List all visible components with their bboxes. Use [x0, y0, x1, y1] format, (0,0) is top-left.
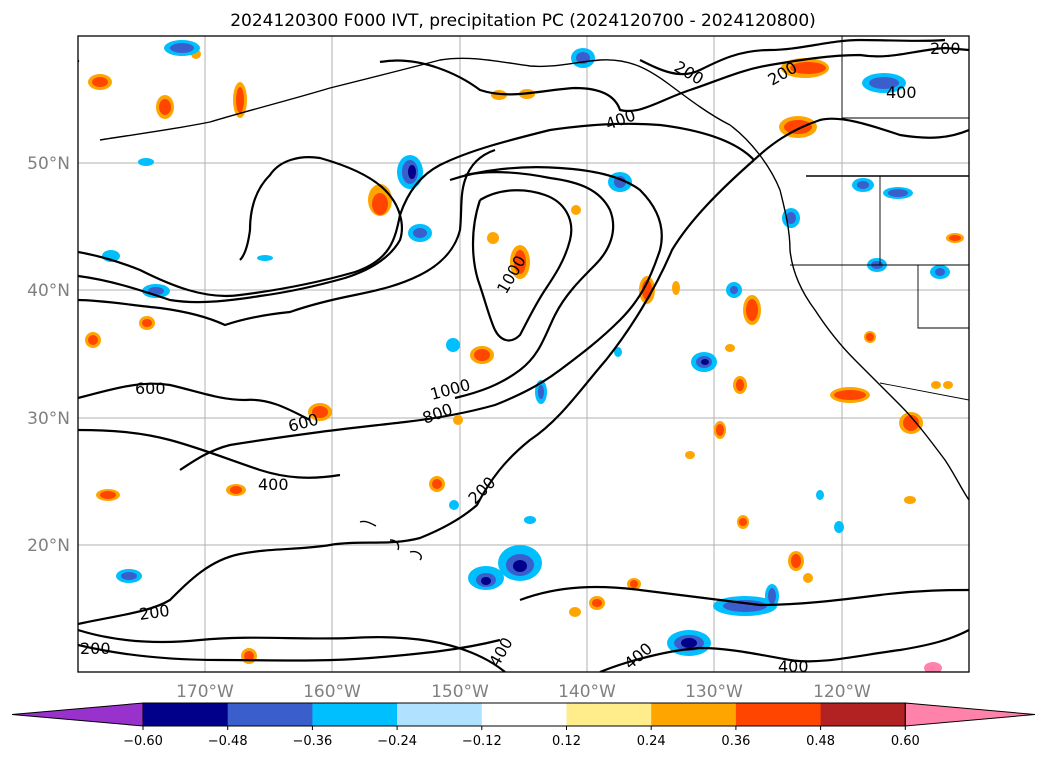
ivt-800-contour — [179, 166, 663, 471]
north-america-coast — [779, 189, 969, 501]
colorbar-segment — [312, 703, 398, 726]
ivt-200-contour-south — [78, 628, 506, 672]
map-frame — [77, 35, 970, 673]
colorbar-segment — [397, 703, 483, 726]
alaska-coast — [99, 57, 781, 191]
longitude-labels: 170°W 160°W 150°W 140°W 130°W 120°W — [176, 682, 871, 702]
ivt-200-contour-ne — [639, 38, 946, 76]
ivt-200-contour-se — [519, 585, 969, 607]
graticule — [78, 36, 969, 672]
colorbar-segment — [481, 703, 567, 726]
colorbar-segment — [566, 703, 652, 726]
ivt-200-contour-west — [78, 382, 311, 421]
hawaii-islands — [359, 520, 422, 561]
colorbar-frame — [142, 702, 906, 727]
contour-label: 200 — [80, 639, 111, 658]
ivt-200-contour-east — [78, 159, 755, 626]
colorbar-tick-label: −0.12 — [462, 734, 502, 749]
lon-label-160w: 160°W — [303, 682, 361, 702]
lat-label-20n: 20°N — [27, 536, 70, 556]
colorbar-tick-label: 0.12 — [552, 734, 581, 749]
lon-label-140w: 140°W — [558, 682, 616, 702]
contour-label: 200 — [138, 601, 171, 624]
ivt-1000-contour-core — [471, 189, 573, 342]
ivt-600-contour — [78, 156, 403, 304]
latitude-labels: 50°N 40°N 30°N 20°N — [27, 154, 70, 556]
precip-anomaly-fill — [85, 40, 964, 672]
lon-label-170w: 170°W — [176, 682, 234, 702]
ivt-400-contour-west — [78, 428, 341, 479]
colorbar-extend-max — [904, 702, 1036, 727]
colorbar-segment — [651, 703, 737, 726]
map-panel: 200 200 400 600 600 400 200 800 1000 100… — [77, 35, 970, 676]
map-title: 2024120300 F000 IVT, precipitation PC (2… — [230, 11, 816, 31]
ivt-600-contour-inner — [78, 148, 496, 327]
lon-label-150w: 150°W — [431, 682, 489, 702]
colorbar-tick-label: −0.36 — [292, 734, 332, 749]
ivt-400-contour-se — [599, 629, 969, 672]
colorbar-segment — [735, 703, 822, 726]
contour-label: 400 — [258, 475, 289, 494]
contour-label: 400 — [778, 657, 809, 676]
lat-label-50n: 50°N — [27, 154, 70, 174]
colorbar-tick-label: −0.48 — [208, 734, 248, 749]
colorbar-tick-label: 0.48 — [806, 734, 835, 749]
colorbar-segment — [143, 703, 229, 726]
colorbar-tick-label: 0.60 — [891, 734, 920, 749]
lat-label-40n: 40°N — [27, 281, 70, 301]
ivt-400-contour-north — [78, 46, 969, 113]
ivt-contours — [78, 38, 969, 672]
contour-label: 400 — [886, 83, 917, 102]
contour-label: 200 — [930, 39, 961, 58]
colorbar-tick-label: −0.60 — [123, 734, 163, 749]
state-boundaries — [790, 176, 969, 401]
lat-label-30n: 30°N — [27, 409, 70, 429]
ivt-1000-contour — [454, 171, 615, 400]
contour-label: 600 — [135, 379, 166, 398]
canada-inland-border — [841, 36, 969, 119]
colorbar-tick-label: 0.24 — [637, 734, 666, 749]
lon-label-130w: 130°W — [685, 682, 743, 702]
coastlines — [99, 36, 969, 561]
colorbar-segment — [820, 703, 906, 726]
colorbar-tick-label: 0.36 — [721, 734, 750, 749]
colorbar-extend-min — [11, 702, 144, 727]
colorbar-tick-label: −0.24 — [377, 734, 417, 749]
colorbar: −0.60 −0.48 −0.36 −0.24 −0.12 0.12 0.24 0.36 0.4… — [11, 702, 1036, 749]
lon-label-120w: 120°W — [813, 682, 871, 702]
colorbar-segment — [227, 703, 313, 726]
ivt-400-contour-south — [78, 638, 501, 662]
